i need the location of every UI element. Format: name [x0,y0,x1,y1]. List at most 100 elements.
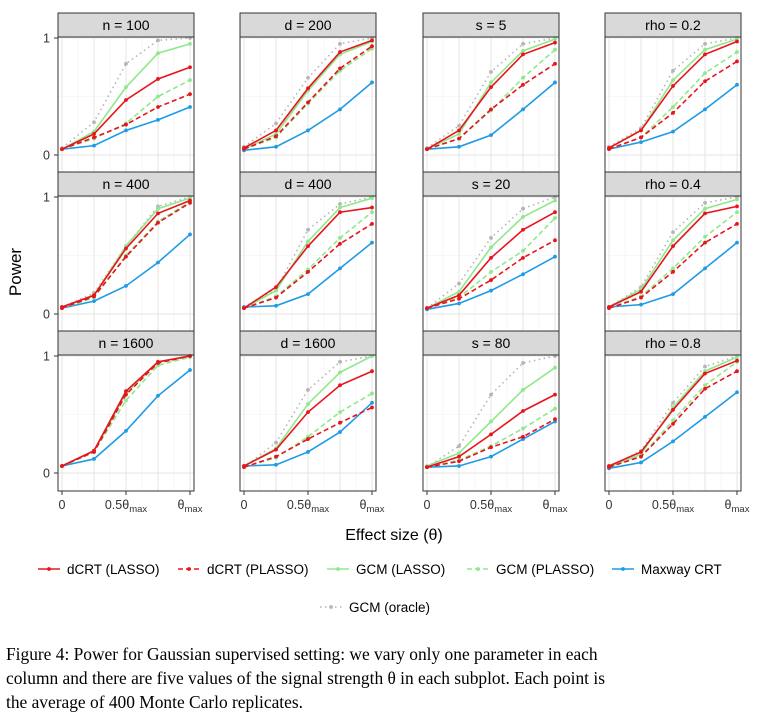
series-point-dcrt-lasso [124,389,128,393]
panel-title: s = 80 [472,335,511,351]
series-point-gcm-lasso [489,419,493,424]
series-point-dcrt-lasso [274,128,278,133]
x-axis-title: Effect size (θ) [345,527,443,544]
series-point-maxway-crt [274,462,278,467]
series-point-gcm-oracle [338,41,342,46]
panel-title: n = 1600 [99,335,154,351]
legend-key-point [187,567,191,571]
legend-key-point [47,567,51,571]
legend-label: GCM (PLASSO) [496,562,594,577]
panel-title: d = 1600 [281,335,336,351]
series-point-dcrt-lasso [457,128,461,133]
series-point-dcrt-lasso [156,359,160,364]
series-point-dcrt-plasso [671,421,675,426]
series-point-maxway-crt [639,460,643,465]
series-point-dcrt-lasso [370,38,374,43]
series-point-dcrt-plasso [489,278,493,282]
panel-strip [57,12,195,38]
series-point-maxway-crt [671,439,675,444]
series-point-dcrt-lasso [124,246,128,251]
series-point-gcm-oracle [338,202,342,206]
panel-s-5: s = 5 [422,12,560,174]
x-tick-label: 0 [241,498,248,512]
series-point-gcm-plasso [703,383,707,388]
series-point-dcrt-lasso [274,285,278,289]
series-point-maxway-crt [489,454,493,459]
series-point-gcm-lasso [703,47,707,52]
series-point-gcm-lasso [735,197,739,202]
series-point-gcm-lasso [306,239,310,244]
series-point-maxway-crt [703,414,707,419]
series-point-dcrt-lasso [489,255,493,260]
series-point-dcrt-plasso [274,454,278,459]
series-point-dcrt-lasso [703,371,707,376]
series-point-dcrt-plasso [671,110,675,115]
panel-title: rho = 0.8 [645,335,701,351]
series-point-gcm-plasso [521,75,525,80]
series-point-dcrt-lasso [274,447,278,452]
series-point-dcrt-lasso [306,410,310,415]
series-point-dcrt-lasso [553,392,557,397]
legend-label: GCM (oracle) [349,600,430,615]
series-point-gcm-lasso [274,288,278,293]
x-tick-label: 0.5θmax [652,498,695,515]
series-point-gcm-plasso [124,398,128,403]
series-line-dcrt-plasso [426,63,556,150]
series-point-dcrt-plasso [735,369,739,374]
series-point-gcm-oracle [306,227,310,232]
series-point-gcm-oracle [671,400,675,405]
x-tick-label: 0.5θmax [287,498,330,515]
legend-key-point [329,605,333,609]
series-point-dcrt-lasso [521,227,525,232]
y-tick-label: 0 [43,149,50,163]
caption-line-3: the average of 400 Monte Carlo replicate… [6,692,303,712]
y-tick-label: 1 [43,191,50,205]
series-point-dcrt-lasso [703,52,707,57]
series-line-dcrt-plasso [61,202,191,309]
series-point-maxway-crt [553,80,557,85]
series-point-gcm-lasso [457,132,461,136]
series-point-maxway-crt [735,82,739,87]
series-point-dcrt-lasso [306,244,310,249]
series-point-dcrt-lasso [671,407,675,412]
series-line-dcrt-plasso [426,239,556,309]
series-point-gcm-oracle [124,61,128,66]
series-point-gcm-lasso [735,355,739,360]
panel-d-200: d = 200 [239,12,377,174]
series-point-maxway-crt [274,144,278,149]
series-point-dcrt-plasso [735,59,739,64]
series-point-dcrt-plasso [274,134,278,139]
series-point-dcrt-plasso [306,269,310,274]
panel-title: d = 400 [284,176,331,192]
series-point-dcrt-plasso [671,269,675,274]
series-point-dcrt-plasso [92,135,96,140]
series-point-dcrt-lasso [607,146,611,150]
series-point-gcm-oracle [274,121,278,126]
legend-item-gcm-oracle: GCM (oracle) [320,600,430,615]
series-point-gcm-oracle [521,361,525,365]
series-point-dcrt-plasso [703,386,707,391]
series-point-gcm-plasso [735,210,739,215]
series-point-maxway-crt [124,284,128,288]
series-point-maxway-crt [703,266,707,271]
series-point-maxway-crt [370,400,374,405]
x-tick-label: 0 [424,498,431,512]
series-point-dcrt-lasso [188,65,192,70]
panel-rho-0-4: rho = 0.4 [604,171,742,333]
series-point-dcrt-plasso [306,437,310,441]
series-point-gcm-plasso [553,406,557,411]
series-point-gcm-lasso [703,206,707,211]
series-point-dcrt-plasso [156,105,160,109]
series-point-dcrt-lasso [521,52,525,57]
y-tick-label: 1 [43,350,50,364]
series-point-gcm-plasso [671,418,675,423]
series-point-gcm-lasso [521,388,525,392]
legend: dCRT (LASSO) dCRT (PLASSO) GCM (LASSO) GCM … [38,562,722,615]
series-point-gcm-lasso [457,289,461,294]
series-point-dcrt-plasso [457,296,461,301]
series-point-gcm-plasso [703,71,707,75]
panel-n-400: n = 400 0 1 [43,171,195,333]
panel-strip [422,330,560,356]
series-point-maxway-crt [457,464,461,468]
series-point-maxway-crt [306,292,310,297]
